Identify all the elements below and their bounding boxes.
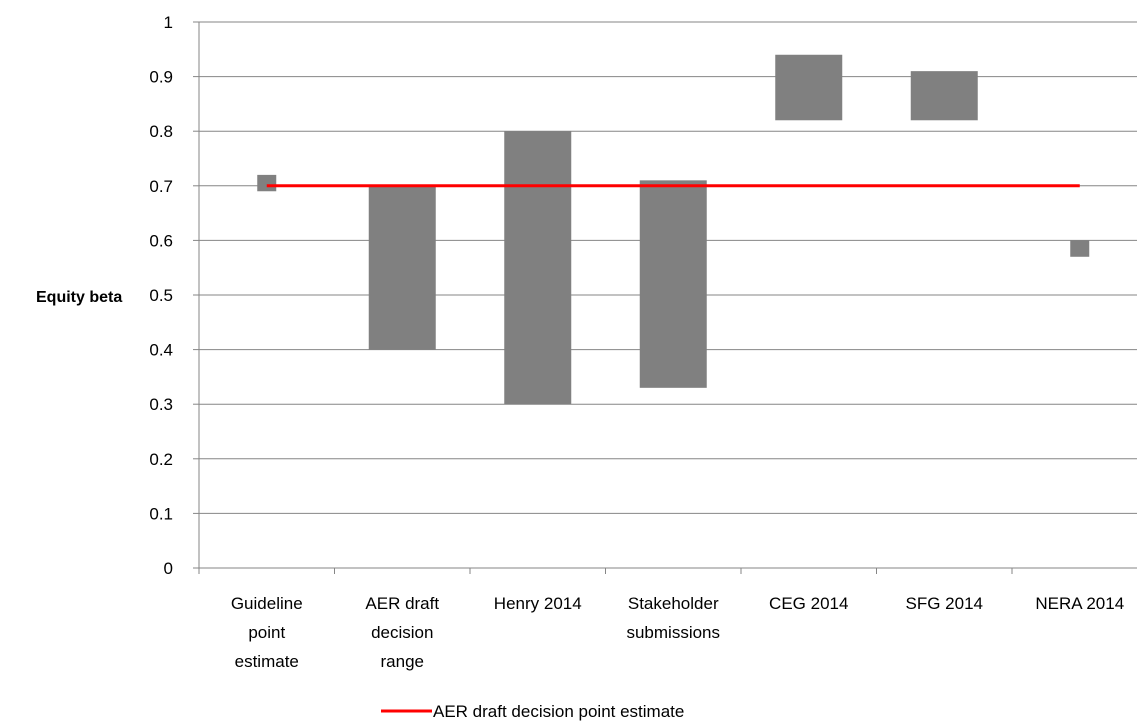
legend-label-aer-point-estimate: AER draft decision point estimate xyxy=(433,702,684,721)
y-tick-label: 0.5 xyxy=(149,286,173,305)
y-tick-label: 0.7 xyxy=(149,177,173,196)
x-category-label: SFG 2014 xyxy=(906,594,984,613)
y-tick-label: 0.1 xyxy=(149,504,173,523)
x-category-label: Guideline xyxy=(231,594,303,613)
range-bar xyxy=(257,174,277,192)
y-tick-label: 0.3 xyxy=(149,395,173,414)
x-tick-labels: Guideline point estimate AER draft decision r… xyxy=(231,594,1124,671)
axes xyxy=(193,21,1137,574)
y-tick-label: 1 xyxy=(164,13,173,32)
x-category-label: NERA 2014 xyxy=(1035,594,1124,613)
y-tick-label: 0 xyxy=(164,559,173,578)
y-axis-label: Equity beta xyxy=(36,289,122,306)
range-bar xyxy=(910,71,978,121)
range-bar xyxy=(368,185,436,350)
range-bar xyxy=(639,180,707,388)
range-bars xyxy=(257,54,1090,405)
y-tick-label: 0.4 xyxy=(149,341,173,360)
legend: AER draft decision point estimate xyxy=(381,702,684,721)
x-category-label: submissions xyxy=(626,623,720,642)
y-tick-label: 0.6 xyxy=(149,231,173,250)
range-bar xyxy=(1070,240,1090,257)
y-tick-label: 0.2 xyxy=(149,450,173,469)
y-tick-labels: 0 0.1 0.2 0.3 0.4 0.5 0.6 0.7 0.8 0.9 1 xyxy=(149,13,173,578)
x-category-label: point xyxy=(248,623,285,642)
y-tick-label: 0.8 xyxy=(149,122,173,141)
x-category-label: estimate xyxy=(235,652,299,671)
x-category-label: Henry 2014 xyxy=(494,594,582,613)
x-category-label: CEG 2014 xyxy=(769,594,848,613)
x-category-label: Stakeholder xyxy=(628,594,719,613)
range-bar xyxy=(504,131,572,405)
x-category-label: range xyxy=(381,652,424,671)
x-category-label: decision xyxy=(371,623,433,642)
range-bar xyxy=(775,54,843,121)
y-tick-label: 0.9 xyxy=(149,68,173,87)
x-category-label: AER draft xyxy=(365,594,439,613)
